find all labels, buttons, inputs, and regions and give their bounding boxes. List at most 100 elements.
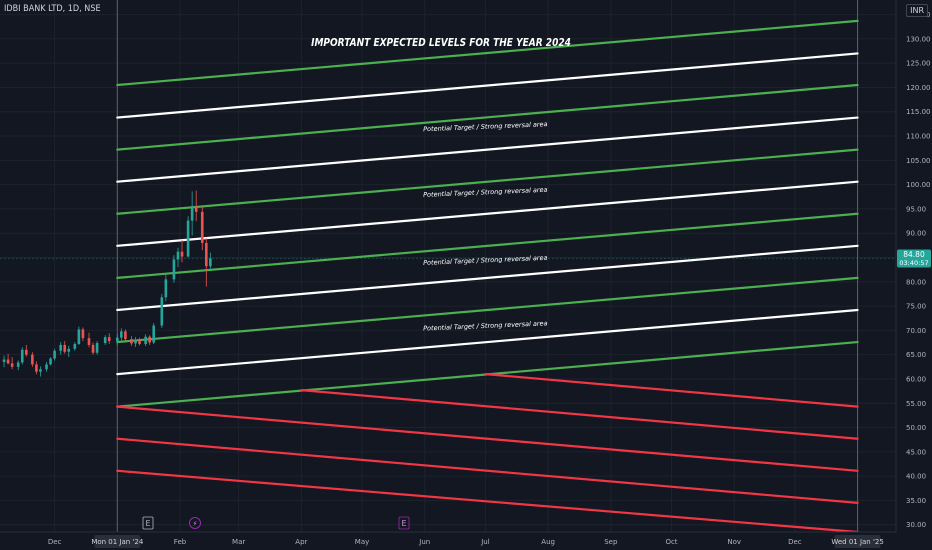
y-tick-label: 65.00 [906,351,926,359]
y-tick-label: 70.00 [906,327,926,335]
earnings-marker-1[interactable]: E [142,516,154,530]
x-tick-highlight [834,535,881,548]
candle [20,347,24,365]
y-tick-label: 90.00 [906,230,926,238]
trend-line-white[interactable] [116,180,859,247]
y-tick-label: 75.00 [906,303,926,311]
x-tick-label: Oct [665,538,677,546]
trend-line-red[interactable] [116,405,859,472]
trend-line-red[interactable] [300,389,859,440]
y-tick-label: 35.00 [906,497,926,505]
candle [144,334,147,346]
x-tick-highlight [94,535,141,548]
trend-lines[interactable] [116,19,859,534]
y-tick-label: 100.00 [906,181,931,189]
trend-line-white[interactable] [116,244,859,312]
y-tick-label: 80.00 [906,278,926,286]
candle [77,326,81,345]
trend-line-white[interactable] [116,116,859,183]
candle [31,352,34,367]
x-tick-label: Mon 01 Jan '24 [91,538,144,546]
candle [200,206,204,251]
candle [103,335,107,345]
earnings-icon: E [145,519,150,528]
trend-line-green[interactable] [116,212,859,280]
candle [81,327,85,342]
candle [59,342,62,355]
candle [186,216,190,258]
current-price-tag: 84.80 03:40:57 [897,249,931,268]
x-tick-label: Wed 01 Jan '25 [831,538,883,546]
candle [130,336,133,346]
y-tick-label: 55.00 [906,400,926,408]
candle [172,255,176,283]
candle [63,341,67,354]
candle [73,342,77,351]
currency-badge[interactable]: INR [906,4,928,17]
candle [2,355,6,368]
candle [148,335,151,345]
trend-line-green[interactable] [116,19,859,87]
candle [67,345,71,358]
candle [152,323,156,344]
y-tick-label: 45.00 [906,448,926,456]
earnings-marker-2[interactable]: E [398,516,410,530]
price-axis-ticks: 135.00130.00125.00120.00115.00110.00105.… [906,11,931,529]
candle [49,357,52,366]
y-tick-label: 110.00 [906,133,931,141]
candle [24,344,28,357]
candle [87,332,91,348]
candle [91,342,95,355]
trend-line-red[interactable] [484,373,859,408]
candle [134,337,137,347]
trend-line-white[interactable] [116,52,859,119]
candle [209,252,212,270]
candle [180,240,184,263]
candle [164,274,168,302]
x-tick-label: Dec [788,538,802,546]
y-tick-label: 95.00 [906,205,926,213]
time-axis[interactable] [0,532,896,550]
trend-line-red[interactable] [116,469,859,534]
trend-line-red[interactable] [116,437,859,504]
candle [160,293,164,328]
candle [120,328,123,342]
candle [107,333,111,344]
time-axis-ticks: Dec Mon 01 Jan '24 Feb Mar Apr May Jun Jul Aug Se… [48,535,884,548]
earnings-icon: E [401,519,406,528]
trend-line-green[interactable] [116,276,859,344]
dividend-marker[interactable]: ⚡ [189,517,201,529]
y-tick-label: 30.00 [906,521,926,529]
candle [35,361,38,375]
candle [190,191,194,236]
symbol-title[interactable]: IDBI BANK LTD, 1D, NSE [4,4,101,14]
trend-line-green[interactable] [116,148,859,215]
x-tick-label: Sep [604,538,618,546]
lightning-icon: ⚡ [193,520,198,528]
candle [16,360,20,371]
y-tick-label: 105.00 [906,157,931,165]
x-tick-label: Aug [541,538,555,546]
x-tick-label: Jul [480,538,490,546]
x-tick-label: Jun [418,538,430,546]
trend-line-green[interactable] [116,83,859,151]
candle [53,348,56,361]
y-tick-label: 50.00 [906,424,926,432]
candle [194,190,198,222]
chart-title: IMPORTANT EXPECTED LEVELS FOR THE YEAR 2… [311,37,571,49]
price-axis[interactable] [896,0,932,550]
x-tick-label: Mar [232,538,245,546]
trend-line-white[interactable] [116,308,859,376]
candle [10,357,14,370]
y-tick-label: 60.00 [906,375,926,383]
y-tick-label: 40.00 [906,473,926,481]
candle [205,238,208,287]
candle [116,334,119,345]
y-tick-label: 130.00 [906,35,931,43]
countdown-timer: 03:40:57 [899,259,928,267]
x-tick-label: Nov [727,538,741,546]
x-tick-label: Feb [174,538,187,546]
candle [6,353,10,365]
x-tick-label: May [355,538,369,546]
